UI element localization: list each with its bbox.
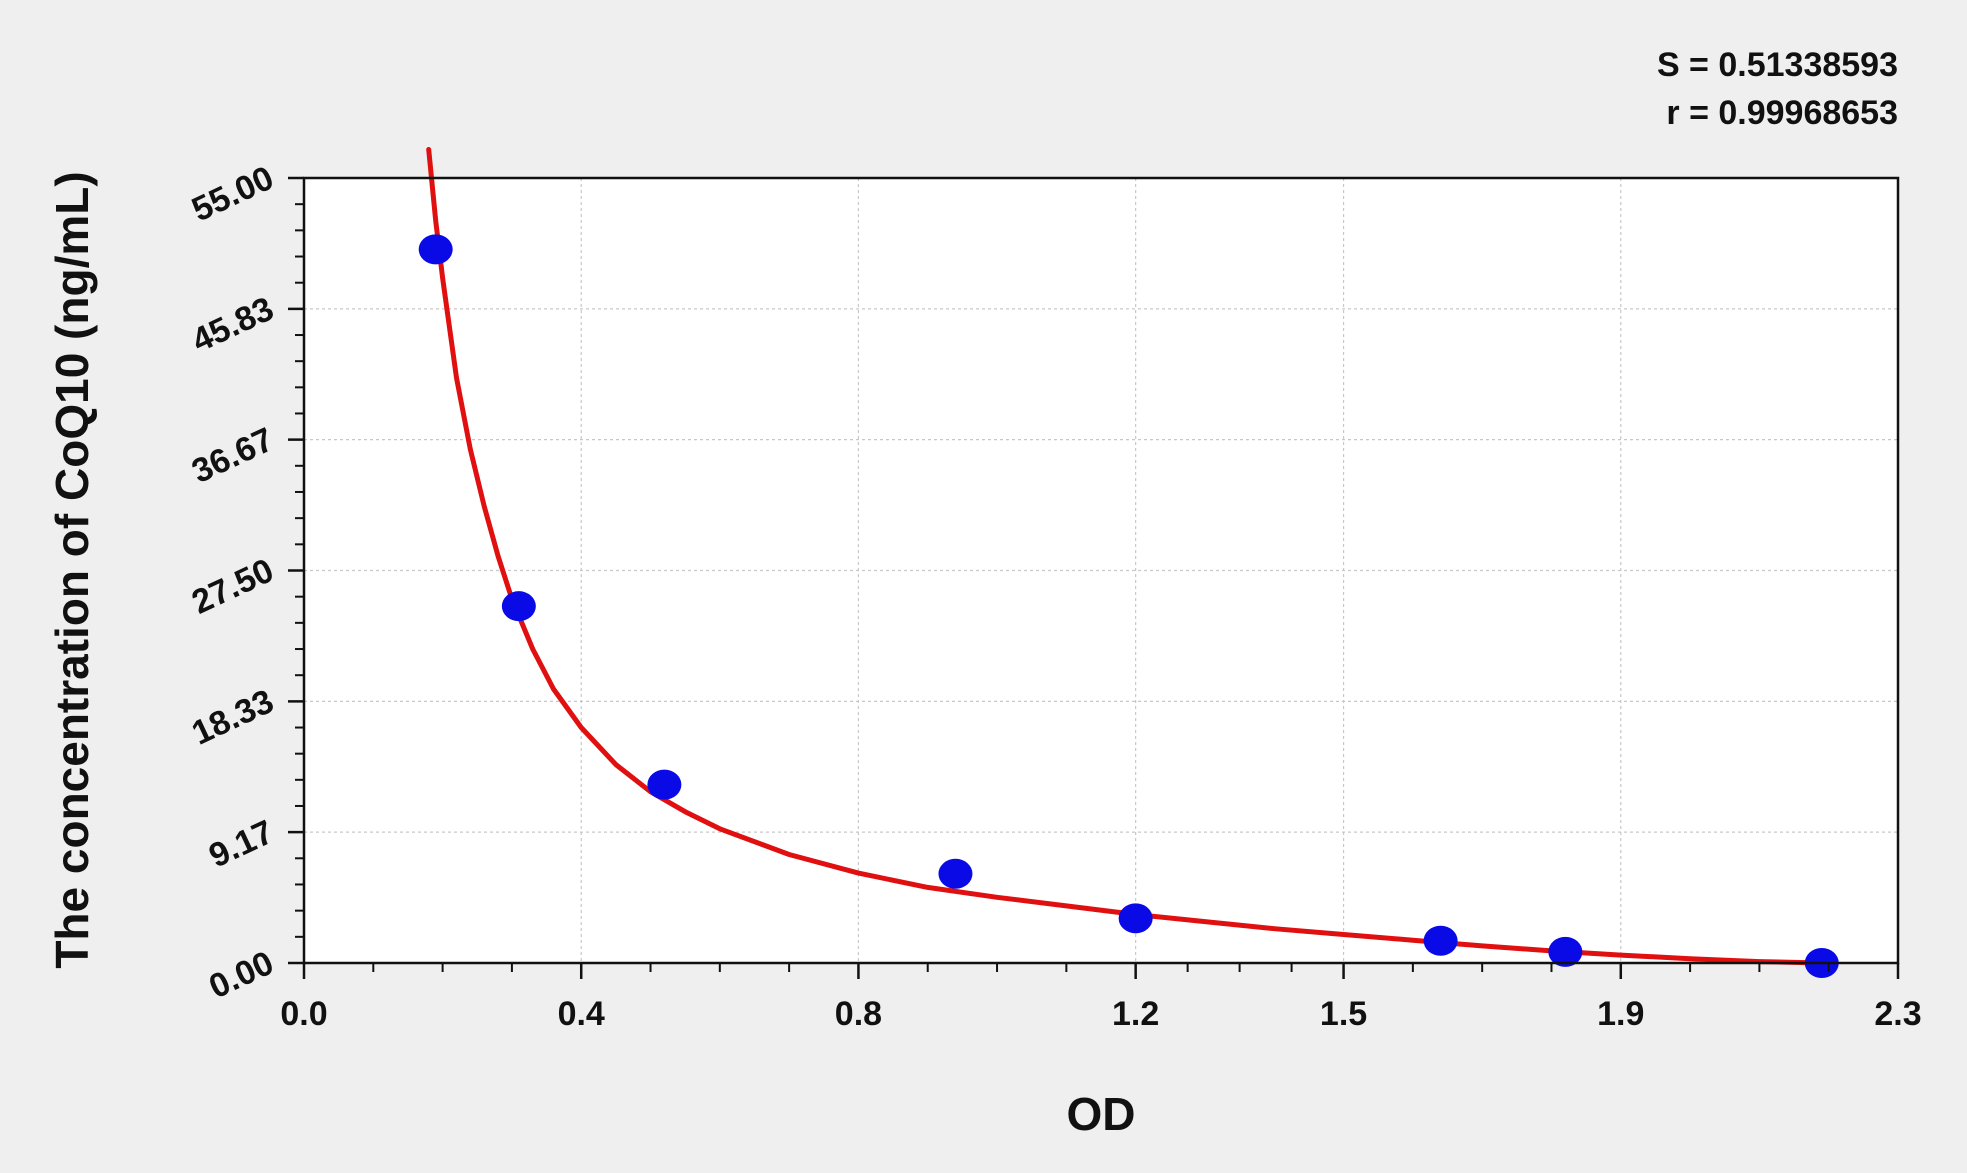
data-points-layer [418, 234, 1839, 978]
data-point [1118, 903, 1153, 934]
axis-ticks [288, 176, 1900, 979]
y-tick-label: 45.83 [186, 290, 279, 360]
data-point [647, 769, 682, 800]
y-axis-title: The concentration of CoQ10 (ng/mL) [46, 171, 98, 968]
y-tick-label: 18.33 [186, 682, 279, 752]
grid [304, 178, 1898, 963]
data-point [1548, 936, 1583, 967]
fitted-curve [426, 147, 1825, 966]
x-axis-tick-labels: 0.0 0.4 0.8 1.2 1.5 1.9 2.3 [280, 995, 1921, 1033]
y-tick-label: 27.50 [186, 551, 279, 621]
stat-s-value: S = 0.51338593 [1657, 46, 1898, 84]
data-point [1423, 925, 1458, 956]
x-tick-label: 0.0 [280, 995, 327, 1033]
fitted-curve-layer [426, 147, 1825, 966]
plot-area [304, 178, 1898, 963]
x-tick-label: 0.4 [558, 995, 605, 1033]
x-tick-label: 0.8 [835, 995, 882, 1033]
y-tick-label: 55.00 [186, 159, 279, 229]
x-tick-label: 2.3 [1874, 995, 1921, 1033]
y-axis-tick-labels: 0.00 9.17 18.33 27.50 36.67 45.83 55.00 [186, 159, 279, 1006]
stat-r-value: r = 0.99968653 [1666, 94, 1898, 132]
x-tick-label: 1.9 [1597, 995, 1644, 1033]
data-point [418, 234, 453, 265]
data-point [938, 858, 973, 889]
y-tick-label: 9.17 [203, 813, 279, 875]
x-axis-title: OD [1067, 1088, 1136, 1140]
y-tick-label: 0.00 [203, 944, 279, 1006]
y-tick-label: 36.67 [186, 420, 279, 490]
x-tick-label: 1.5 [1320, 995, 1367, 1033]
x-tick-label: 1.2 [1112, 995, 1159, 1033]
data-point [501, 591, 536, 622]
